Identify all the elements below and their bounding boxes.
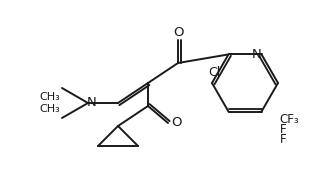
Text: O: O bbox=[171, 116, 181, 129]
Text: N: N bbox=[252, 48, 261, 61]
Text: O: O bbox=[173, 25, 183, 38]
Text: CH₃: CH₃ bbox=[39, 92, 60, 102]
Text: CH₃: CH₃ bbox=[39, 104, 60, 114]
Text: N: N bbox=[87, 96, 97, 109]
Text: Cl: Cl bbox=[208, 67, 220, 80]
Text: F: F bbox=[279, 123, 286, 136]
Text: CF₃: CF₃ bbox=[279, 113, 299, 126]
Text: F: F bbox=[279, 133, 286, 146]
